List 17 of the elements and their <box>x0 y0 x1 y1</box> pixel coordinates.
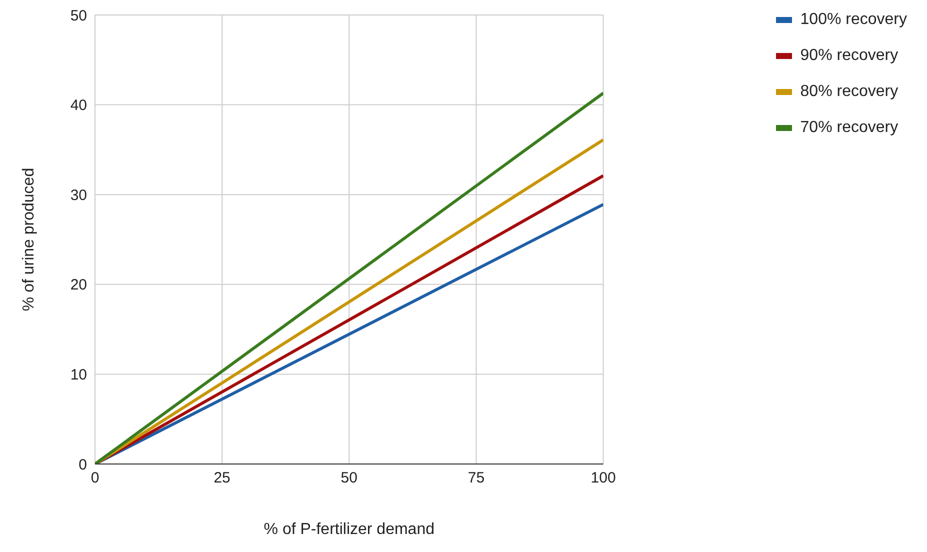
legend-label: 80% recovery <box>800 83 898 101</box>
x-tick-label: 100 <box>590 470 616 487</box>
legend-label: 70% recovery <box>800 119 898 137</box>
y-tick-label: 40 <box>70 97 87 114</box>
legend-label: 90% recovery <box>800 47 898 65</box>
x-tick-label: 25 <box>214 470 230 487</box>
x-axis-title: % of P-fertilizer demand <box>264 521 435 538</box>
y-axis-title: % of urine produced <box>20 168 38 312</box>
y-tick-label: 0 <box>78 456 87 474</box>
x-tick-label: 50 <box>340 470 358 487</box>
x-tick-label: 75 <box>468 470 485 487</box>
y-tick-label: 10 <box>70 366 87 384</box>
x-tick-label: 0 <box>90 470 100 487</box>
legend-label: 100% recovery <box>800 11 907 29</box>
y-tick-label: 20 <box>70 276 87 294</box>
y-tick-label: 30 <box>70 186 87 204</box>
y-tick-label: 50 <box>70 7 87 24</box>
